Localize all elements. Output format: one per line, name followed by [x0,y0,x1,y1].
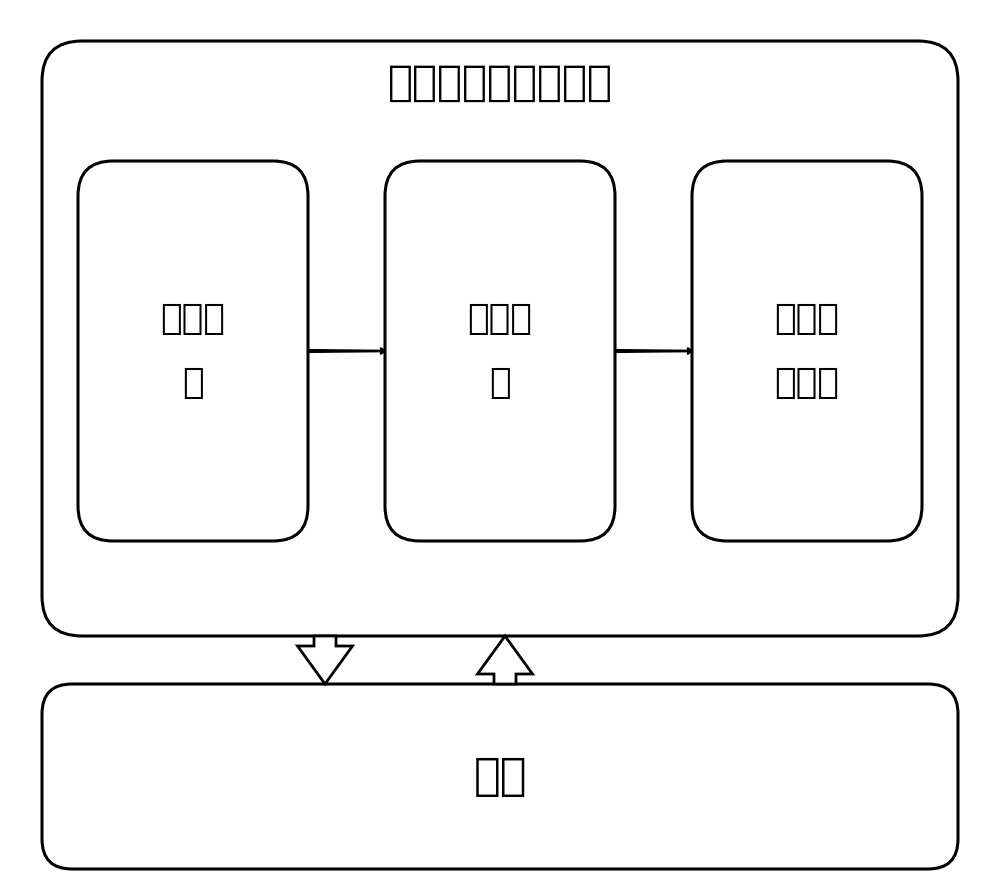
FancyBboxPatch shape [78,161,308,541]
Text: 块: 块 [489,366,511,400]
Text: 节模块: 节模块 [775,366,839,400]
Polygon shape [298,636,352,684]
FancyBboxPatch shape [42,684,958,869]
Text: 控制模: 控制模 [468,302,532,336]
FancyBboxPatch shape [385,161,615,541]
FancyBboxPatch shape [692,161,922,541]
Text: 块: 块 [182,366,204,400]
FancyBboxPatch shape [42,41,958,636]
Text: 温度调: 温度调 [775,302,839,336]
Text: 电池: 电池 [473,755,527,798]
Polygon shape [478,636,532,684]
Text: 储能系统热管理装置: 储能系统热管理装置 [388,62,612,104]
Text: 监测模: 监测模 [161,302,225,336]
